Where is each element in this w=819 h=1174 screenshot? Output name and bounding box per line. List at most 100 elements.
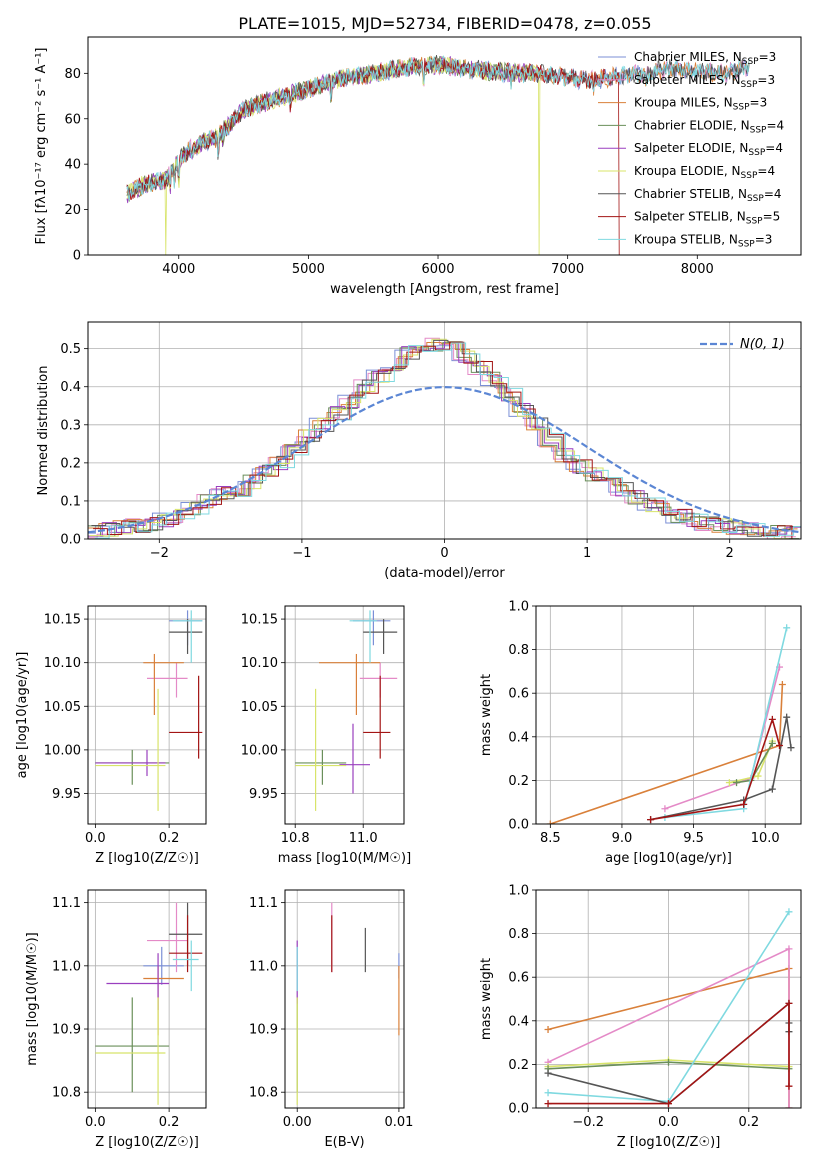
series-line — [650, 717, 792, 821]
spectrum-panel: 4000 5000 6000 7000 8000 0 20 40 60 80 wavelength … — [34, 36, 802, 297]
series-marker — [785, 999, 793, 1007]
legend-subscript: SSP — [748, 148, 765, 158]
x-tick-label: −0.2 — [572, 1115, 604, 1130]
x-tick-label: 11.0 — [349, 831, 378, 846]
series-marker — [778, 680, 786, 688]
plot-frame — [535, 605, 802, 825]
data-point — [143, 946, 184, 985]
series-marker — [647, 816, 655, 824]
y-tick-label: 0.8 — [508, 927, 529, 942]
data-point — [95, 997, 166, 1105]
x-tick-label: 4000 — [162, 262, 195, 277]
x-tick-label: 5000 — [292, 262, 325, 277]
age-vs-mass-panel: 10.8 11.0 9.95 10.00 10.05 10.10 10.15 mass [lo… — [241, 605, 411, 866]
y-tick-label: 0.4 — [508, 1014, 529, 1029]
x-axis-label: Z [log10(Z/Z☉)] — [95, 1135, 199, 1150]
mass-vs-Z-points — [95, 902, 203, 1105]
x-tick-label: −1 — [292, 546, 311, 561]
mass-vs-ebv-panel: 0.00 0.01 10.8 10.9 11.0 11.1 E(B-V) — [249, 889, 413, 1150]
data-point — [143, 653, 184, 715]
data-point — [319, 653, 381, 715]
legend-entry: Kroupa MILES, NSSP=3 — [634, 96, 767, 113]
x-tick-label: 9.5 — [683, 831, 704, 846]
y-tick-label: 0.6 — [508, 971, 529, 986]
series-marker — [783, 713, 791, 721]
y-tick-label: 0.3 — [60, 418, 81, 433]
spectrum-line — [126, 55, 750, 201]
data-point — [295, 688, 347, 811]
legend-subscript: SSP — [746, 217, 763, 227]
y-axis-label: Flux [fλ10⁻¹⁷ erg cm⁻² s⁻¹ A⁻¹] — [34, 48, 49, 245]
data-point — [143, 965, 184, 1036]
y-tick-label: 10.10 — [44, 656, 81, 671]
spectrum-lines — [126, 55, 750, 255]
age-vs-Z-panel: 0.0 0.2 9.95 10.00 10.05 10.10 10.15 Z [log10(Z… — [15, 605, 207, 866]
y-tick-label: 10.8 — [52, 1086, 81, 1101]
x-tick-label: 0.2 — [738, 1115, 759, 1130]
series-marker — [768, 715, 776, 723]
series-marker — [740, 800, 748, 808]
series-marker — [665, 1100, 672, 1108]
y-tick-label: 10.00 — [44, 743, 81, 758]
legend-count: =3 — [750, 96, 768, 110]
y-tick-label: 10.10 — [241, 656, 278, 671]
series-line — [550, 684, 784, 824]
data-point — [353, 610, 391, 646]
data-point — [169, 610, 203, 646]
y-tick-label: 20 — [64, 203, 81, 218]
data-point — [172, 940, 199, 992]
legend-entry: Chabrier MILES, NSSP=3 — [634, 50, 776, 67]
series-marker — [768, 739, 776, 747]
y-tick-label: 0.2 — [508, 1058, 529, 1073]
x-tick-label: 6000 — [421, 262, 454, 277]
data-point — [95, 749, 166, 777]
plot-frame — [284, 605, 405, 825]
legend-entry: Salpeter ELODIE, NSSP=4 — [634, 141, 783, 158]
series-marker — [544, 1100, 552, 1108]
legend-subscript: SSP — [741, 171, 758, 181]
legend-count: =4 — [765, 141, 783, 155]
x-tick-label: 2 — [726, 546, 734, 561]
residuals-panel: −2 −1 0 1 2 0.0 0.1 0.2 0.3 0.4 0.5 (data-model)/er… — [36, 321, 802, 581]
y-tick-label: 9.95 — [249, 787, 278, 802]
y-tick-label: 10.15 — [241, 613, 278, 628]
series-marker — [665, 1058, 672, 1066]
series-marker — [768, 785, 776, 793]
legend-entry: Kroupa STELIB, NSSP=3 — [634, 232, 772, 249]
series-marker — [544, 1089, 552, 1097]
spectrum-line — [126, 56, 620, 255]
x-axis-label: age [log10(age/yr)] — [605, 851, 732, 866]
x-axis-label: E(B-V) — [324, 1135, 364, 1150]
x-tick-label: 0.2 — [159, 831, 180, 846]
plot-frame — [87, 889, 207, 1109]
x-tick-label: 0.0 — [658, 1115, 679, 1130]
data-point — [363, 675, 391, 759]
weight-vs-Z-series — [544, 908, 793, 1108]
plot-frame — [87, 321, 802, 540]
y-tick-label: 10.15 — [44, 613, 81, 628]
age-vs-Z-points — [95, 610, 203, 811]
y-tick-label: 0.2 — [508, 774, 529, 789]
residual-histogram — [94, 342, 801, 539]
x-tick-label: 0.0 — [85, 831, 106, 846]
data-point — [169, 902, 203, 966]
x-axis-label: Z [log10(Z/Z☉)] — [95, 851, 199, 866]
y-tick-label: 10.8 — [249, 1086, 278, 1101]
legend-entry: Chabrier ELODIE, NSSP=4 — [634, 118, 784, 135]
x-axis-label: Z [log10(Z/Z☉)] — [617, 1135, 721, 1150]
data-point — [169, 915, 203, 973]
x-tick-label: 8000 — [681, 262, 714, 277]
panels: 4000 5000 6000 7000 8000020406080wavelength … — [15, 36, 802, 1150]
x-tick-label: 7000 — [551, 262, 584, 277]
x-tick-label: 0.0 — [85, 1115, 106, 1130]
y-tick-label: 0.5 — [60, 342, 81, 357]
y-tick-label: 9.95 — [52, 787, 81, 802]
y-tick-label: 40 — [64, 158, 81, 173]
series-marker — [733, 779, 741, 787]
x-tick-label: 0.00 — [283, 1115, 312, 1130]
legend-count: =3 — [757, 73, 775, 87]
y-tick-label: 0.6 — [508, 687, 529, 702]
legend-count: =5 — [763, 210, 781, 224]
legend-entry: Kroupa ELODIE, NSSP=4 — [634, 164, 775, 181]
series-marker — [544, 1069, 552, 1077]
